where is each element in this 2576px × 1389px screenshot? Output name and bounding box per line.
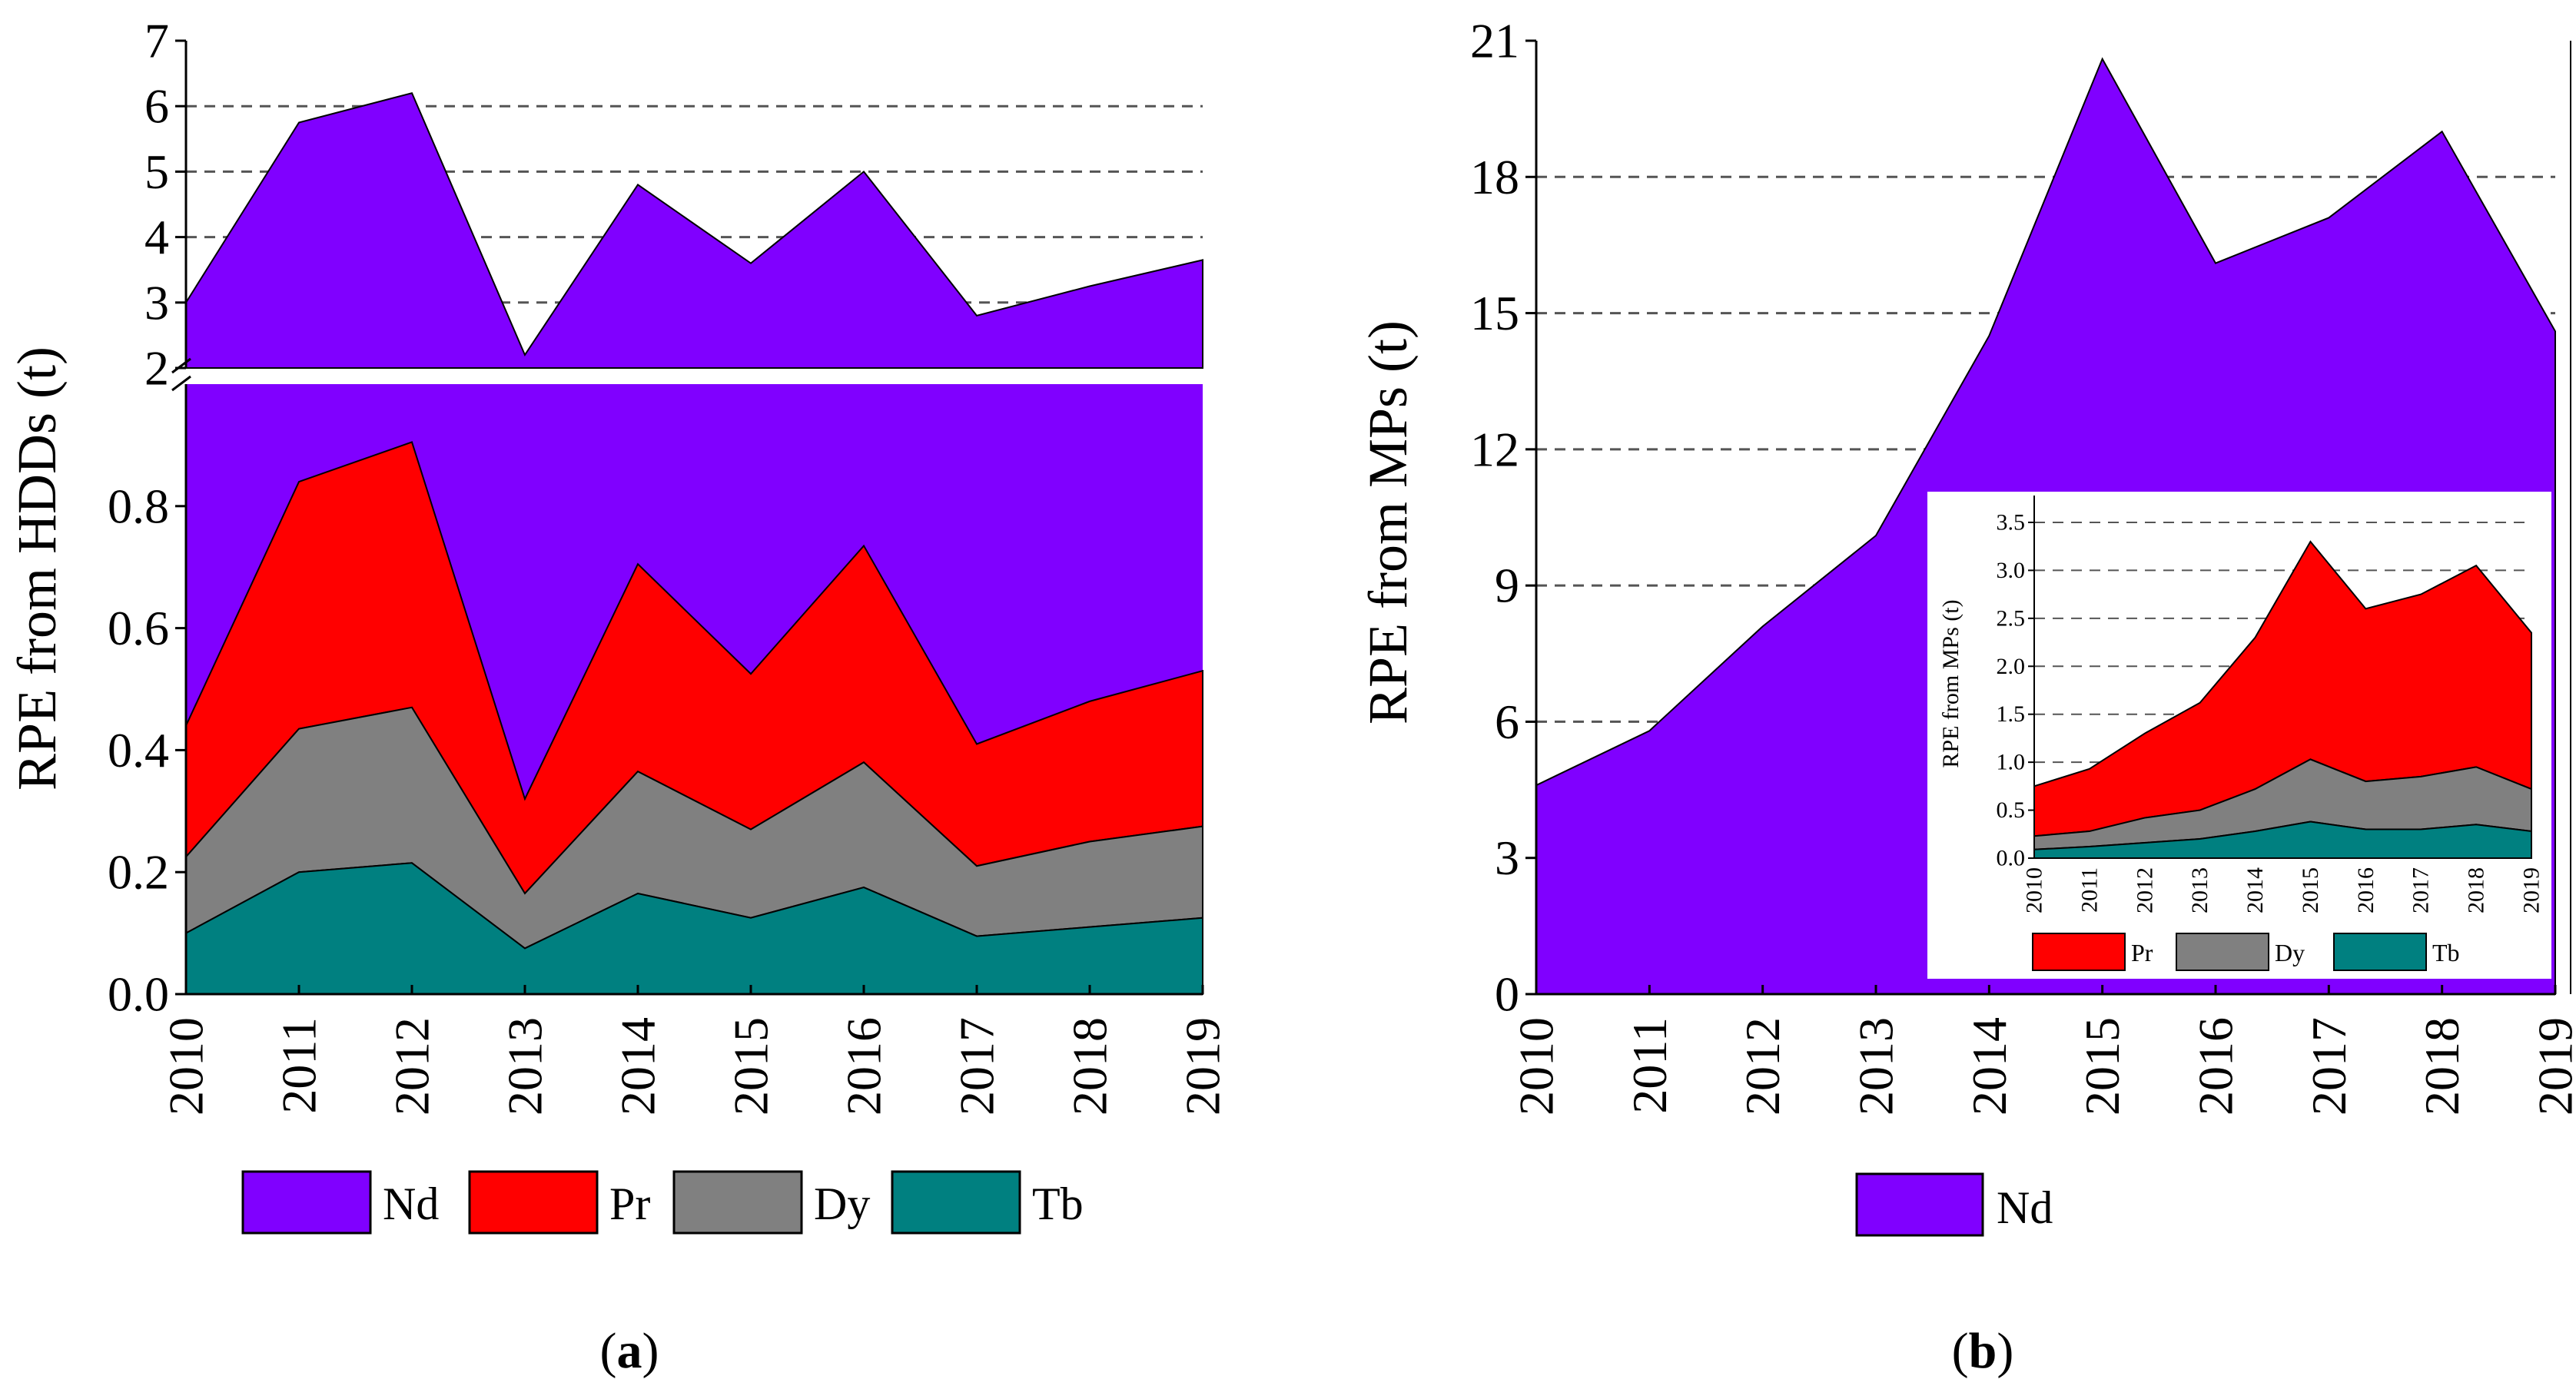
y-axis-title: RPE from HDDs (t) — [6, 346, 68, 791]
x-tick-label: 2013 — [1849, 1017, 1904, 1116]
inset-legend-label-pr: Pr — [2131, 939, 2153, 966]
legend-label-nd: Nd — [383, 1178, 439, 1229]
x-tick-label: 2011 — [272, 1017, 327, 1114]
x-tick-label: 2018 — [1063, 1017, 1117, 1116]
y-tick-label: 9 — [1495, 559, 1519, 613]
x-tick-label: 2011 — [1622, 1017, 1677, 1114]
inset-x-tick-label: 2015 — [2298, 867, 2323, 913]
y-tick-lower-label: 0.8 — [108, 479, 169, 533]
y-tick-upper-label: 2 — [144, 341, 169, 396]
inset-legend-label-dy: Dy — [2275, 939, 2305, 966]
y-tick-upper-label: 5 — [144, 144, 169, 199]
y-tick-upper-label: 3 — [144, 275, 169, 330]
inset-x-tick-label: 2017 — [2408, 867, 2434, 913]
inset-x-tick-label: 2019 — [2519, 867, 2544, 913]
area-nd-upper — [185, 91, 1203, 369]
y-tick-lower-label: 0.0 — [108, 967, 169, 1022]
x-tick-label: 2012 — [385, 1017, 440, 1116]
y-tick-label: 6 — [1495, 694, 1519, 749]
y-tick-label: 3 — [1495, 830, 1519, 885]
y-axis-title: RPE from MPs (t) — [1357, 320, 1419, 724]
x-tick-label: 2010 — [1509, 1017, 1564, 1116]
inset-y-tick-label: 2.0 — [1997, 654, 2026, 679]
caption-letter: b — [1969, 1323, 1997, 1379]
inset-x-tick-label: 2011 — [2076, 867, 2102, 913]
y-tick-lower-label: 0.2 — [108, 845, 169, 900]
x-tick-label: 2019 — [1176, 1017, 1230, 1116]
x-tick-label: 2017 — [950, 1017, 1004, 1116]
x-tick-label: 2014 — [611, 1017, 666, 1116]
inset-x-tick-label: 2014 — [2242, 867, 2268, 913]
inset-x-tick-label: 2012 — [2132, 867, 2157, 913]
y-tick-label: 15 — [1470, 286, 1519, 340]
legend-label-pr: Pr — [609, 1178, 650, 1229]
inset-legend-swatch-tb — [2333, 933, 2427, 971]
legend-swatch-pr — [468, 1170, 599, 1235]
inset-x-tick-label: 2016 — [2353, 867, 2378, 913]
legend-swatch-dy — [672, 1170, 803, 1235]
caption-a: (a) — [600, 1323, 659, 1379]
inset-y-tick-label: 0.5 — [1997, 797, 2026, 823]
x-tick-label: 2017 — [2302, 1017, 2356, 1116]
y-tick-label: 21 — [1470, 14, 1519, 68]
inset-x-tick-label: 2013 — [2187, 867, 2213, 913]
inset-y-tick-label: 1.0 — [1997, 750, 2026, 775]
y-tick-upper-label: 4 — [144, 210, 169, 264]
inset-legend-swatch-pr — [2032, 933, 2126, 971]
legend-label-tb: Tb — [1032, 1178, 1084, 1229]
y-tick-lower-label: 0.6 — [108, 601, 169, 655]
x-tick-label: 2018 — [2415, 1017, 2469, 1116]
inset-legend-swatch-dy — [2176, 933, 2269, 971]
y-tick-upper-label: 6 — [144, 79, 169, 134]
inset-y-tick-label: 3.0 — [1997, 558, 2026, 583]
x-tick-label: 2019 — [2528, 1017, 2576, 1116]
area-nd-lower — [186, 384, 1203, 799]
inset-y-tick-label: 2.5 — [1997, 605, 2026, 631]
y-tick-label: 12 — [1470, 422, 1519, 476]
inset-y-axis-title: RPE from MPs (t) — [1938, 599, 1964, 767]
inset-y-tick-label: 1.5 — [1997, 701, 2026, 727]
inset-x-tick-label: 2018 — [2464, 867, 2489, 913]
inset-y-tick-label: 3.5 — [1997, 509, 2026, 535]
inset-x-tick-label: 2010 — [2022, 867, 2047, 913]
x-tick-label: 2010 — [159, 1017, 214, 1116]
x-tick-label: 2016 — [2189, 1017, 2243, 1116]
y-tick-lower-label: 0.4 — [108, 723, 169, 777]
x-tick-label: 2016 — [837, 1017, 891, 1116]
legend-swatch-nd — [1855, 1172, 1984, 1237]
caption-letter: a — [617, 1323, 642, 1379]
x-tick-label: 2012 — [1735, 1017, 1790, 1116]
legend-label-nd: Nd — [1997, 1182, 2053, 1233]
y-tick-label: 18 — [1470, 150, 1519, 204]
x-tick-label: 2013 — [498, 1017, 553, 1116]
y-tick-upper-label: 7 — [144, 14, 169, 68]
legend-label-dy: Dy — [814, 1178, 870, 1229]
legend-swatch-nd — [241, 1170, 372, 1235]
y-tick-label: 0 — [1495, 967, 1519, 1022]
x-tick-label: 2015 — [2075, 1017, 2130, 1116]
axis-break-mark — [171, 357, 191, 392]
caption-b: (b) — [1952, 1323, 2014, 1379]
x-tick-label: 2015 — [724, 1017, 778, 1116]
inset-legend-label-tb: Tb — [2432, 939, 2460, 966]
legend-swatch-tb — [891, 1170, 1021, 1235]
inset-y-tick-label: 0.0 — [1997, 846, 2026, 871]
x-tick-label: 2014 — [1962, 1017, 2017, 1116]
